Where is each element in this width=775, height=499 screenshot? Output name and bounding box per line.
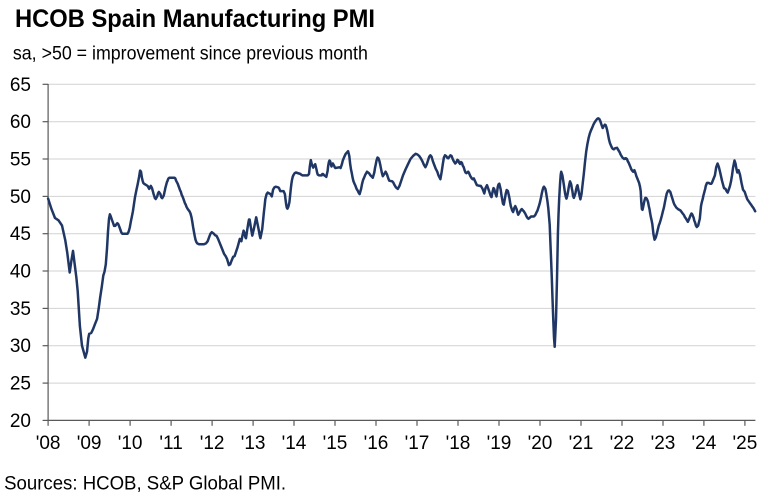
svg-text:'11: '11 (159, 433, 182, 454)
svg-text:'25: '25 (733, 433, 758, 454)
svg-text:55: 55 (10, 150, 31, 171)
svg-text:60: 60 (10, 112, 31, 133)
svg-text:20: 20 (10, 411, 31, 432)
svg-text:40: 40 (10, 262, 31, 283)
svg-text:35: 35 (10, 299, 31, 320)
svg-text:'18: '18 (446, 433, 471, 454)
svg-text:'12: '12 (200, 433, 225, 454)
svg-text:'24: '24 (692, 433, 717, 454)
svg-text:45: 45 (10, 224, 31, 245)
svg-text:'15: '15 (323, 433, 348, 454)
svg-text:50: 50 (10, 187, 31, 208)
svg-text:HCOB Spain Manufacturing PMI: HCOB Spain Manufacturing PMI (15, 5, 375, 33)
svg-text:sa, >50 = improvement since pr: sa, >50 = improvement since previous mon… (13, 42, 368, 64)
svg-text:'10: '10 (118, 433, 143, 454)
svg-text:'23: '23 (651, 433, 676, 454)
svg-text:65: 65 (10, 75, 31, 96)
svg-text:'16: '16 (364, 433, 389, 454)
svg-text:25: 25 (10, 374, 31, 395)
svg-text:'20: '20 (528, 433, 553, 454)
svg-text:'19: '19 (487, 433, 512, 454)
svg-text:'14: '14 (282, 433, 307, 454)
svg-text:'17: '17 (405, 433, 430, 454)
svg-text:'13: '13 (241, 433, 266, 454)
svg-text:'22: '22 (610, 433, 635, 454)
svg-text:'09: '09 (77, 433, 102, 454)
svg-text:30: 30 (10, 336, 31, 357)
svg-text:'21: '21 (569, 433, 594, 454)
svg-text:'08: '08 (36, 433, 61, 454)
svg-text:Sources: HCOB, S&P Global PMI.: Sources: HCOB, S&P Global PMI. (4, 472, 286, 494)
